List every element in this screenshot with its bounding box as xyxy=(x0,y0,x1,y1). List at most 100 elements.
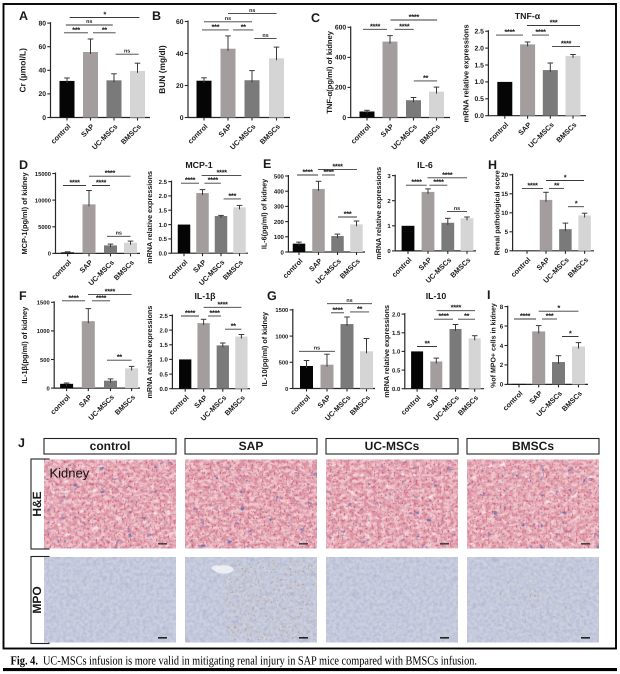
svg-text:****: **** xyxy=(68,293,79,302)
svg-text:BMSCs: BMSCs xyxy=(418,122,442,146)
svg-text:**: ** xyxy=(464,312,470,321)
svg-text:control: control xyxy=(48,393,72,417)
svg-text:ns: ns xyxy=(124,48,130,54)
svg-text:****: **** xyxy=(105,287,116,296)
svg-text:SAP: SAP xyxy=(239,439,264,453)
svg-text:2.5: 2.5 xyxy=(474,29,484,36)
svg-text:IL-10(pg/ml) of kidney: IL-10(pg/ml) of kidney xyxy=(260,312,269,386)
svg-text:BMSCs: BMSCs xyxy=(119,122,143,146)
svg-text:3: 3 xyxy=(387,173,391,180)
svg-text:1500: 1500 xyxy=(275,307,288,314)
svg-text:D: D xyxy=(19,158,28,172)
svg-text:****: **** xyxy=(399,22,410,31)
svg-text:***: *** xyxy=(228,191,236,200)
svg-text:20: 20 xyxy=(501,172,508,179)
svg-text:****: **** xyxy=(209,309,220,318)
svg-text:0: 0 xyxy=(500,382,504,389)
svg-text:A: A xyxy=(19,9,28,23)
svg-text:TNF-α: TNF-α xyxy=(515,11,541,21)
svg-text:UC-MSCs: UC-MSCs xyxy=(365,439,420,453)
svg-text:**: ** xyxy=(231,322,237,331)
svg-text:2: 2 xyxy=(500,362,504,369)
svg-text:control: control xyxy=(166,258,190,282)
svg-text:IL-1β: IL-1β xyxy=(194,291,216,301)
svg-text:ns: ns xyxy=(116,231,122,237)
svg-text:Kidney: Kidney xyxy=(50,466,90,481)
svg-text:****: **** xyxy=(208,176,219,185)
svg-text:1000: 1000 xyxy=(275,333,288,340)
svg-text:SAP: SAP xyxy=(316,393,333,410)
svg-text:0: 0 xyxy=(505,248,509,255)
svg-text:MCP-1: MCP-1 xyxy=(185,160,212,170)
svg-text:200: 200 xyxy=(335,85,347,92)
svg-text:****: **** xyxy=(96,293,107,302)
svg-text:****: **** xyxy=(535,28,546,37)
svg-text:IL-10: IL-10 xyxy=(426,291,447,301)
svg-text:***: *** xyxy=(211,22,219,31)
svg-text:****: **** xyxy=(69,178,80,187)
svg-text:***: *** xyxy=(550,18,558,27)
svg-text:BMSCs: BMSCs xyxy=(456,393,480,417)
svg-text:SAP: SAP xyxy=(78,258,95,275)
svg-text:1000: 1000 xyxy=(37,328,50,335)
svg-text:**: ** xyxy=(554,181,560,190)
svg-text:1: 1 xyxy=(387,223,391,230)
svg-text:BMSCs: BMSCs xyxy=(560,389,584,413)
svg-text:control: control xyxy=(288,393,312,417)
svg-text:****: **** xyxy=(409,13,420,22)
svg-text:60: 60 xyxy=(176,19,184,26)
svg-text:mRNA relative expressions: mRNA relative expressions xyxy=(145,306,154,399)
svg-text:0.0: 0.0 xyxy=(474,113,484,120)
svg-text:****: **** xyxy=(504,28,515,37)
svg-text:BUN (mg/dl): BUN (mg/dl) xyxy=(157,45,167,94)
svg-text:IL-6(pg/ml) of kidney: IL-6(pg/ml) of kidney xyxy=(260,179,269,249)
svg-text:**: ** xyxy=(357,304,363,313)
svg-text:0.5: 0.5 xyxy=(160,371,169,378)
svg-text:0: 0 xyxy=(342,115,346,122)
svg-text:SAP: SAP xyxy=(417,255,434,272)
svg-text:1.5: 1.5 xyxy=(160,342,169,349)
svg-text:2.0: 2.0 xyxy=(392,311,401,318)
svg-text:control: control xyxy=(281,257,305,281)
svg-text:mRNA relative expressions: mRNA relative expressions xyxy=(374,167,383,260)
svg-text:****: **** xyxy=(527,181,538,190)
svg-text:****: **** xyxy=(442,170,453,179)
svg-text:I: I xyxy=(487,288,490,302)
svg-text:ns: ns xyxy=(86,19,92,25)
svg-text:BMSCs: BMSCs xyxy=(448,255,472,279)
svg-text:80: 80 xyxy=(38,20,46,27)
svg-text:0.5: 0.5 xyxy=(474,96,484,103)
svg-text:20: 20 xyxy=(38,91,46,98)
svg-text:BMSCs: BMSCs xyxy=(112,258,136,282)
svg-text:TNF-α(pg/ml) of kidney: TNF-α(pg/ml) of kidney xyxy=(325,30,334,113)
svg-text:control: control xyxy=(501,389,525,413)
svg-text:0.0: 0.0 xyxy=(159,251,168,258)
svg-text:Fig. 4.: Fig. 4. xyxy=(11,654,39,668)
svg-text:control: control xyxy=(90,439,131,453)
svg-text:**: ** xyxy=(423,73,429,82)
svg-text:control: control xyxy=(487,120,511,144)
svg-text:control: control xyxy=(390,255,414,279)
svg-text:500: 500 xyxy=(274,173,285,180)
svg-text:control: control xyxy=(49,122,73,146)
svg-text:***: *** xyxy=(546,312,554,321)
svg-text:SAP: SAP xyxy=(77,393,94,410)
svg-text:BMSCs: BMSCs xyxy=(221,258,245,282)
svg-text:E: E xyxy=(263,157,271,171)
svg-text:1.5: 1.5 xyxy=(474,62,484,69)
svg-text:15: 15 xyxy=(501,191,508,198)
svg-text:2.5: 2.5 xyxy=(159,179,168,186)
svg-text:**: ** xyxy=(102,25,108,34)
svg-text:B: B xyxy=(152,9,161,23)
svg-text:20: 20 xyxy=(176,83,184,90)
svg-text:G: G xyxy=(267,289,277,303)
svg-text:H: H xyxy=(488,158,497,172)
svg-text:500: 500 xyxy=(40,357,50,364)
svg-text:1.0: 1.0 xyxy=(160,357,169,364)
svg-text:UC-MSCs: UC-MSCs xyxy=(389,122,419,152)
svg-text:BMSCs: BMSCs xyxy=(113,393,137,417)
svg-text:0: 0 xyxy=(42,115,46,122)
svg-text:1500: 1500 xyxy=(37,300,50,307)
svg-text:2.0: 2.0 xyxy=(160,327,169,334)
svg-text:15000: 15000 xyxy=(35,171,51,178)
